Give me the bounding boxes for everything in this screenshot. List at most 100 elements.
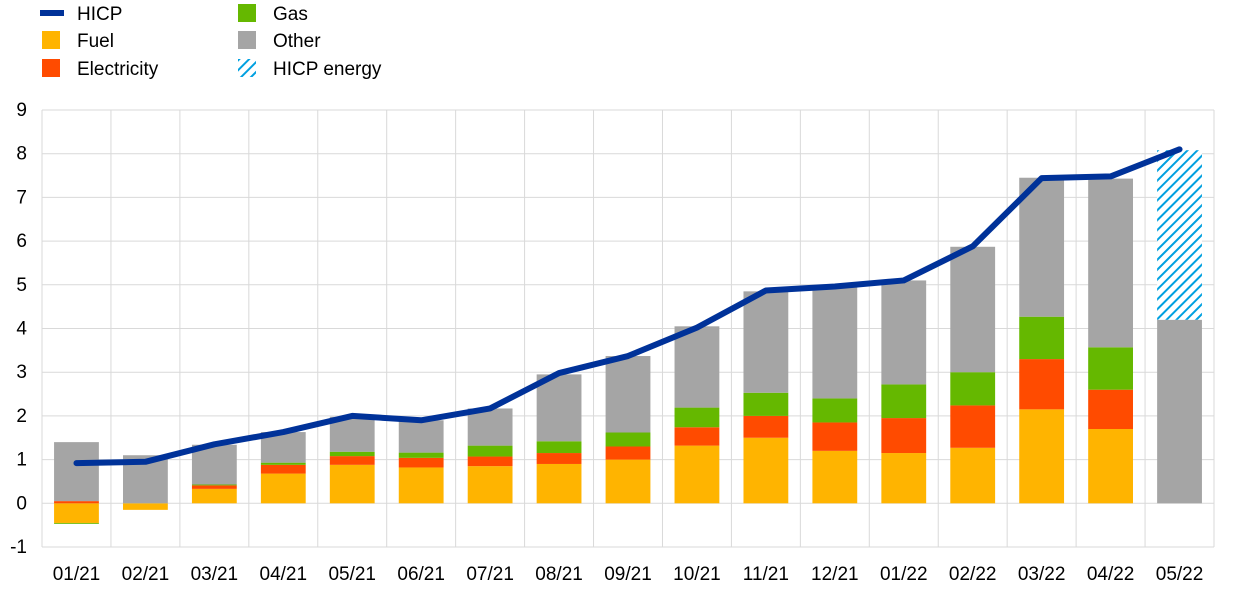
bar-electricity-02-22	[950, 405, 996, 448]
bar-gas-03-22	[1019, 316, 1065, 360]
bar-electricity-01-21	[54, 501, 99, 504]
point-hicp-11-21	[763, 288, 768, 293]
bar-other-02-22	[950, 246, 996, 373]
bar-fuel-05-21	[329, 464, 375, 504]
x-tick-label: 09/21	[604, 564, 652, 585]
bar-fuel-01-22	[881, 453, 927, 504]
bar-gas-04-21	[260, 462, 306, 465]
y-tick-label: 6	[16, 231, 27, 252]
legend-label: HICP	[77, 4, 122, 25]
bar-fuel-06-21	[398, 467, 444, 504]
x-tick-label: 02/22	[949, 564, 997, 585]
bar-other-03-21	[191, 444, 237, 485]
point-hicp-02-21	[143, 459, 148, 464]
bar-other-07-21	[467, 408, 513, 446]
legend-swatch	[238, 59, 256, 77]
point-hicp-07-21	[488, 406, 493, 411]
legend-item-hicp-energy: HICP energy	[238, 59, 382, 80]
bar-gas-11-21	[743, 392, 789, 416]
bar-other-10-21	[674, 326, 720, 408]
bar-electricity-10-21	[674, 427, 720, 446]
bar-other-11-21	[743, 291, 789, 393]
bars	[54, 150, 1202, 524]
x-tick-label: 08/21	[535, 564, 583, 585]
x-tick-label: 05/21	[328, 564, 376, 585]
x-tick-label: 03/21	[191, 564, 239, 585]
point-hicp-06-21	[419, 418, 424, 423]
bar-fuel-02-22	[950, 447, 996, 504]
bar-electricity-05-21	[329, 456, 375, 465]
bar-other-01-22	[881, 280, 927, 385]
bar-gas-09-21	[605, 432, 651, 447]
y-tick-label: -1	[10, 537, 27, 558]
legend-label: HICP energy	[273, 59, 382, 80]
bar-electricity-12-21	[812, 422, 858, 451]
legend-swatch	[42, 59, 60, 77]
x-tick-label: 06/21	[397, 564, 445, 585]
legend-item-hicp: HICP	[40, 4, 122, 25]
bar-other-12-21	[812, 286, 858, 399]
y-tick-label: 3	[16, 362, 27, 383]
bar-gas-07-21	[467, 445, 513, 457]
legend: HICP Fuel Electricity Gas Other HICP energy	[40, 4, 382, 80]
bar-electricity-11-21	[743, 415, 789, 438]
bar-gas-03-21	[191, 484, 237, 486]
hicp-line-layer	[73, 146, 1183, 467]
bar-fuel-04-21	[260, 473, 306, 504]
bar-gas-08-21	[536, 441, 582, 454]
y-tick-label: 0	[16, 493, 27, 514]
x-tick-label: 07/21	[466, 564, 514, 585]
legend-item-other: Other	[238, 31, 321, 52]
x-tick-label: 05/22	[1156, 564, 1204, 585]
x-tick-label: 12/21	[811, 564, 859, 585]
legend-item-fuel: Fuel	[42, 31, 114, 52]
bar-fuel-10-21	[674, 445, 720, 504]
legend-label: Gas	[273, 4, 308, 25]
bar-fuel-03-21	[191, 488, 237, 504]
y-tick-label: 2	[16, 406, 27, 427]
point-hicp-04-21	[281, 430, 286, 435]
bar-fuel-04-22	[1088, 429, 1133, 504]
bar-fuel-11-21	[743, 437, 789, 504]
bar-fuel-08-21	[536, 463, 582, 504]
point-hicp-03-22	[1039, 176, 1044, 181]
bar-other-06-21	[398, 420, 444, 453]
y-tick-label: 7	[16, 187, 27, 208]
point-hicp-12-21	[832, 284, 837, 289]
bar-hicp-energy-05-22	[1157, 150, 1202, 320]
bar-fuel-07-21	[467, 466, 513, 504]
legend-item-electricity: Electricity	[42, 59, 159, 80]
x-tick-label: 01/21	[53, 564, 101, 585]
bar-gas-02-22	[950, 372, 996, 406]
bar-electricity-03-21	[191, 485, 237, 489]
y-tick-label: 8	[16, 144, 27, 165]
legend-swatch	[42, 31, 60, 49]
bar-fuel-12-21	[812, 450, 858, 504]
point-hicp-04-22	[1108, 174, 1113, 179]
bar-fuel-01-21	[54, 503, 99, 523]
bar-gas-01-22	[881, 384, 927, 419]
point-hicp-08-21	[557, 371, 562, 376]
bar-gas-05-21	[329, 451, 375, 457]
bar-other-09-21	[605, 356, 651, 433]
point-hicp-10-21	[694, 325, 699, 330]
point-hicp-01-22	[901, 278, 906, 283]
y-tick-label: 1	[16, 450, 27, 471]
x-tick-label: 04/21	[260, 564, 308, 585]
bar-electricity-07-21	[467, 456, 513, 467]
bar-electricity-04-21	[260, 464, 306, 474]
bar-gas-12-21	[812, 398, 858, 423]
bar-fuel-02-21	[123, 503, 168, 510]
bar-fuel-03-22	[1019, 409, 1065, 504]
y-tick-label: 4	[16, 319, 27, 340]
bar-gas-04-22	[1088, 347, 1133, 390]
x-tick-label: 02/21	[122, 564, 170, 585]
gridlines	[41, 109, 1215, 548]
bar-electricity-09-21	[605, 446, 651, 460]
bar-other-08-21	[536, 374, 582, 442]
legend-swatch	[238, 4, 256, 22]
legend-swatch	[238, 31, 256, 49]
axes: -1 0 1 2 3 4 5 6 7 8 9 01/21 02/21 03/21 04/21 05/21 06/…	[10, 100, 1203, 585]
